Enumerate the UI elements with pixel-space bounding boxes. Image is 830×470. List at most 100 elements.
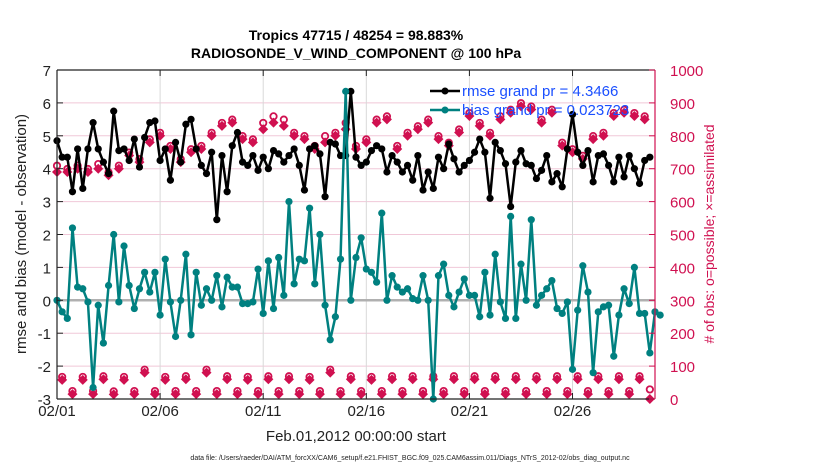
obs-assimilated-marker — [423, 117, 434, 128]
y-tick-label: 0 — [43, 293, 51, 310]
obs-assimilated-marker — [67, 389, 78, 400]
obs-assimilated-marker — [381, 114, 392, 125]
obs-assimilated-marker — [196, 143, 207, 154]
obs-assimilated-marker — [505, 107, 516, 118]
rmse-point — [202, 170, 211, 178]
rmse-point — [481, 148, 489, 156]
bias-point — [177, 296, 185, 304]
rmse-point — [84, 145, 92, 153]
y-right-tick-label: 900 — [670, 96, 695, 113]
rmse-point — [589, 178, 597, 186]
bias-point — [202, 285, 211, 293]
rmse-point — [182, 120, 190, 128]
y-tick-label: -2 — [38, 359, 51, 376]
rmse-point — [429, 184, 437, 193]
obs-assimilated-marker — [299, 134, 310, 145]
obs-assimilated-marker — [222, 374, 233, 385]
rmse-point — [244, 161, 252, 170]
obs-possible-marker — [645, 385, 654, 394]
bias-point — [326, 336, 334, 344]
rmse-point — [120, 145, 128, 153]
y-right-tick-label: 800 — [670, 129, 695, 146]
bias-point — [79, 285, 87, 293]
bias-point — [434, 272, 443, 280]
y-right-tick-label: 0 — [670, 392, 678, 409]
obs-assimilated-marker — [253, 389, 264, 400]
obs-assimilated-marker — [552, 374, 563, 385]
bias-point — [264, 257, 272, 265]
y-right-tick-label: 600 — [670, 195, 695, 212]
obs-assimilated-marker — [283, 374, 294, 385]
rmse-point — [419, 186, 427, 194]
bias-point — [336, 255, 345, 263]
obs-assimilated-marker — [371, 117, 382, 128]
rmse-point — [424, 168, 432, 176]
rmse-point — [414, 151, 422, 160]
rmse-point — [409, 176, 417, 184]
x-tick-label: 02/16 — [348, 403, 386, 420]
legend: rmse grand pr = 4.3466 bias grand pr = 0… — [430, 83, 629, 119]
obs-assimilated-marker — [438, 389, 449, 400]
chart-subtitle: RADIOSONDE_V_WIND_COMPONENT @ 100 hPa — [191, 45, 521, 61]
bias-point — [311, 280, 319, 288]
rmse-point — [218, 151, 226, 160]
bias-point — [68, 224, 77, 232]
rmse-point — [367, 147, 376, 155]
x-tick-label: 02/26 — [554, 403, 592, 420]
bias-point — [548, 276, 556, 285]
bias-point — [610, 352, 618, 360]
y-right-tick-label: 100 — [670, 359, 695, 376]
rmse-point — [605, 161, 613, 170]
bias-point — [579, 262, 587, 270]
rmse-point — [68, 188, 77, 196]
chart-title: Tropics 47715 / 48254 = 98.883% — [249, 27, 464, 43]
legend-rmse-marker — [441, 87, 449, 95]
bias-point — [476, 313, 484, 321]
bias-point — [166, 298, 175, 306]
y-tick-label: 5 — [43, 129, 51, 146]
rmse-point — [156, 156, 164, 165]
rmse-point — [434, 153, 443, 161]
bias-point — [233, 283, 242, 291]
bias-point — [646, 349, 654, 357]
bias-point — [362, 265, 370, 273]
rmse-point — [610, 178, 618, 186]
bias-point — [125, 281, 133, 290]
bias-point — [141, 268, 149, 276]
obs-assimilated-marker — [536, 117, 547, 128]
bias-point — [563, 298, 571, 306]
bias-point — [238, 299, 247, 308]
rmse-point — [641, 156, 649, 165]
obs-assimilated-marker — [232, 389, 243, 400]
bias-point — [249, 298, 257, 306]
rmse-point — [486, 194, 494, 202]
rmse-point — [125, 156, 133, 165]
obs-assimilated-marker — [376, 389, 387, 400]
obs-assimilated-marker — [613, 374, 624, 385]
bias-point — [342, 87, 350, 95]
bias-point — [321, 301, 329, 309]
rmse-point — [574, 148, 582, 156]
y-tick-label: 7 — [43, 63, 51, 80]
rmse-point — [336, 151, 345, 160]
bias-point — [316, 230, 324, 239]
rmse-point — [635, 179, 644, 188]
obs-assimilated-marker — [412, 124, 423, 135]
rmse-point — [476, 135, 484, 143]
bias-point — [63, 314, 71, 322]
rmse-point — [177, 158, 185, 166]
obs-assimilated-marker — [361, 137, 372, 148]
bias-point — [94, 301, 102, 309]
obs-assimilated-marker — [314, 389, 325, 400]
rmse-point — [383, 168, 391, 176]
bias-point — [455, 288, 463, 296]
rmse-point — [141, 133, 149, 142]
rmse-point — [290, 145, 298, 153]
rmse-point — [233, 128, 242, 137]
rmse-point — [548, 178, 556, 186]
y-axis-label: rmse and bias (model - observation) — [13, 114, 30, 354]
bias-point — [306, 204, 314, 212]
rmse-point — [74, 145, 82, 153]
rmse-point — [275, 150, 283, 158]
